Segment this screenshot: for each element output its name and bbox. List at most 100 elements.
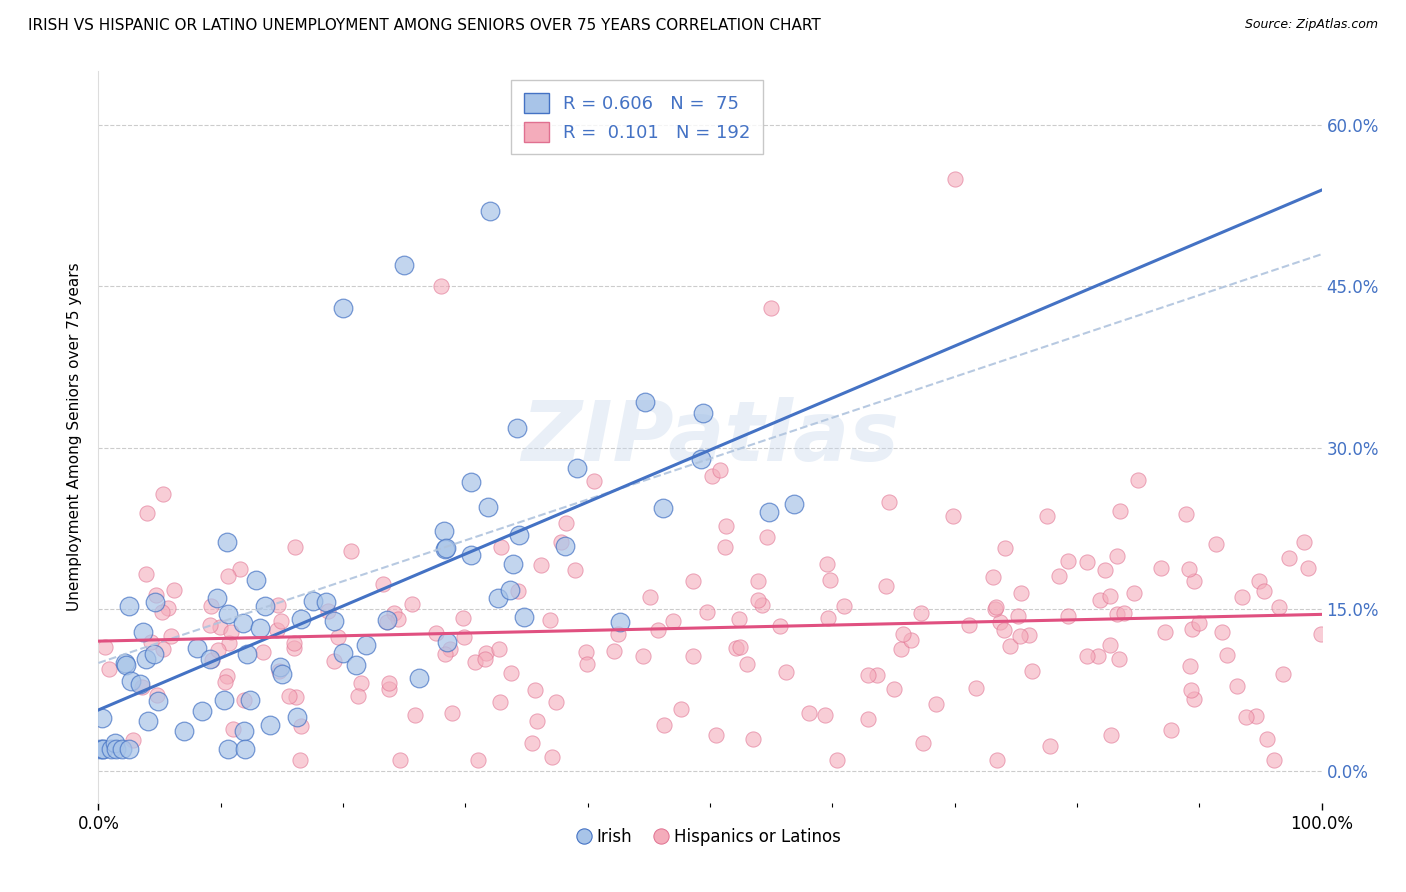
Point: [1256, 731, 1278, 746]
Point: [682, 649, 704, 664]
Point: [866, 668, 889, 682]
Point: [404, 707, 426, 722]
Point: [696, 605, 718, 619]
Point: [1021, 664, 1043, 678]
Point: [94, 640, 117, 654]
Point: [538, 613, 561, 627]
Point: [387, 612, 409, 626]
Point: [631, 648, 654, 663]
Point: [523, 683, 546, 698]
Point: [1267, 599, 1289, 614]
Point: [986, 753, 1008, 767]
Point: [118, 599, 141, 613]
Point: [1098, 590, 1121, 604]
Point: [253, 599, 276, 613]
Point: [488, 695, 510, 709]
Point: [460, 548, 482, 562]
Point: [891, 627, 914, 641]
Point: [728, 640, 751, 654]
Point: [392, 258, 416, 272]
Point: [741, 732, 763, 747]
Point: [229, 562, 252, 576]
Point: [332, 646, 354, 660]
Point: [245, 573, 267, 587]
Point: [1278, 551, 1301, 566]
Point: [143, 647, 166, 661]
Point: [671, 702, 693, 716]
Point: [775, 665, 797, 679]
Point: [751, 598, 773, 612]
Point: [1234, 709, 1257, 723]
Point: [430, 279, 453, 293]
Point: [173, 723, 195, 738]
Point: [993, 541, 1015, 556]
Point: [277, 690, 299, 704]
Point: [1057, 609, 1080, 624]
Point: [877, 494, 900, 508]
Point: [283, 640, 305, 655]
Point: [1188, 615, 1211, 630]
Point: [232, 616, 254, 631]
Point: [350, 676, 373, 690]
Point: [91, 742, 114, 756]
Point: [1107, 607, 1129, 621]
Point: [433, 524, 456, 538]
Point: [1263, 753, 1285, 767]
Point: [1292, 534, 1315, 549]
Point: [388, 753, 411, 767]
Point: [136, 714, 159, 729]
Point: [682, 574, 704, 589]
Point: [217, 569, 239, 583]
Point: [249, 621, 271, 635]
Point: [441, 706, 464, 720]
Point: [1107, 549, 1129, 563]
Point: [638, 591, 661, 605]
Point: [100, 742, 122, 756]
Point: [191, 704, 214, 718]
Point: [1253, 583, 1275, 598]
Point: [425, 625, 447, 640]
Point: [284, 540, 307, 554]
Point: [215, 535, 238, 549]
Point: [475, 646, 498, 660]
Point: [150, 605, 173, 619]
Point: [983, 602, 1005, 616]
Point: [267, 664, 290, 678]
Point: [1178, 659, 1201, 673]
Point: [270, 614, 292, 628]
Point: [467, 753, 489, 767]
Point: [214, 692, 236, 706]
Point: [981, 570, 1004, 584]
Point: [236, 647, 259, 661]
Point: [576, 657, 599, 672]
Point: [98, 662, 121, 676]
Point: [271, 667, 294, 681]
Point: [488, 642, 510, 657]
Point: [747, 592, 769, 607]
Point: [267, 598, 290, 612]
Point: [208, 620, 231, 634]
Point: [546, 695, 568, 709]
Point: [943, 172, 966, 186]
Point: [146, 688, 169, 702]
Point: [575, 645, 598, 659]
Point: [602, 644, 624, 658]
Point: [217, 742, 239, 756]
Point: [91, 711, 114, 725]
Point: [988, 615, 1011, 630]
Point: [634, 394, 657, 409]
Point: [692, 406, 714, 420]
Point: [232, 693, 254, 707]
Point: [564, 563, 586, 577]
Point: [499, 583, 522, 598]
Point: [1160, 723, 1182, 738]
Point: [993, 623, 1015, 637]
Point: [131, 681, 153, 695]
Point: [1181, 622, 1204, 636]
Point: [1178, 562, 1201, 576]
Point: [105, 742, 128, 756]
Point: [122, 732, 145, 747]
Point: [1154, 624, 1177, 639]
Point: [283, 636, 305, 650]
Point: [408, 671, 430, 685]
